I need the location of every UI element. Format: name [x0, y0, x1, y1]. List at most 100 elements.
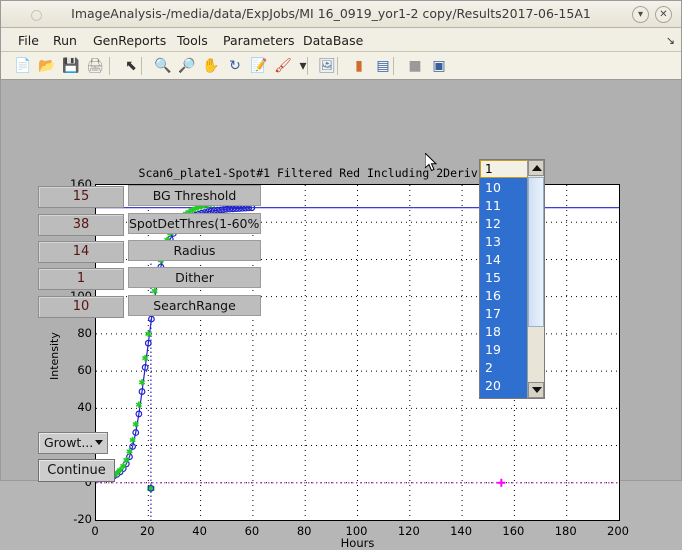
scroll-down-icon[interactable] — [528, 382, 544, 398]
menu-parameters[interactable]: Parameters — [223, 33, 295, 48]
listbox-item[interactable]: 16 — [485, 288, 501, 303]
radius-value[interactable]: 14 — [38, 241, 124, 263]
listbox-item[interactable]: 14 — [485, 252, 501, 267]
scan-selector-input[interactable]: 1 — [480, 160, 528, 178]
dither-value[interactable]: 1 — [38, 268, 124, 290]
save-icon[interactable]: 💾 — [62, 58, 80, 74]
data-point — [132, 429, 140, 436]
data-point — [132, 420, 139, 428]
window-title: ImageAnalysis-/media/data/ExpJobs/MI 16_… — [71, 6, 591, 21]
mouse-pointer — [425, 153, 438, 172]
listbox-item[interactable]: 17 — [485, 306, 501, 321]
data-point — [126, 448, 133, 455]
listbox-item[interactable]: 20 — [485, 378, 501, 393]
menu-tools[interactable]: Tools — [177, 33, 208, 48]
show-panel-icon[interactable]: ▣ — [432, 58, 446, 74]
data-point — [135, 401, 143, 408]
plot-client-area: Scan6_plate1-Spot#1 Filtered Red Includi… — [2, 80, 680, 550]
title-bar: ImageAnalysis-/media/data/ExpJobs/MI 16_… — [1, 1, 681, 28]
spotdetthres-value[interactable]: 38 — [38, 214, 124, 236]
chevron-down-icon — [95, 440, 103, 445]
listbox-scrollbar[interactable] — [527, 160, 544, 398]
y-tick-label: 80 — [77, 325, 92, 340]
data-point — [151, 287, 158, 295]
menu-bar: File Run GenReports Tools Parameters DataBase… — [1, 28, 681, 52]
chevron-down-icon[interactable]: ▾ — [632, 6, 649, 23]
bg-threshold-button[interactable]: BG Threshold — [128, 185, 261, 206]
rotate-3d-icon[interactable]: ↻ — [229, 58, 241, 74]
listbox-item[interactable]: 12 — [485, 216, 501, 231]
listbox-item[interactable]: 2 — [485, 360, 493, 375]
data-point — [129, 443, 137, 450]
tool-bar: 📄 📂 💾 🖨 ⬉ 🔍 🔎 ✋ ↻ 📝 🖌 ▾ 🖼 ▮ ▤ ■ ▣ — [1, 52, 681, 80]
brush-icon[interactable]: 🖌 — [274, 58, 292, 74]
listbox-item[interactable]: 18 — [485, 324, 501, 339]
toolbar-separator — [307, 57, 308, 75]
legend-icon[interactable]: ▤ — [376, 58, 390, 74]
searchrange-value[interactable]: 10 — [38, 296, 124, 318]
bg-threshold-value[interactable]: 15 — [38, 186, 124, 208]
listbox-item[interactable]: 21 — [480, 395, 528, 399]
data-cursor-icon[interactable]: 📝 — [250, 58, 268, 74]
data-point — [226, 205, 234, 213]
link-plot-icon[interactable]: 🖼 — [318, 58, 336, 74]
menu-file[interactable]: File — [18, 33, 39, 48]
data-point — [220, 206, 228, 213]
data-point — [120, 462, 127, 470]
data-point — [135, 410, 143, 418]
listbox-item[interactable]: 15 — [485, 270, 501, 285]
x-axis-label: Hours — [340, 536, 375, 550]
open-folder-icon[interactable]: 📂 — [38, 58, 56, 74]
scan-selector-listbox[interactable]: 1 10111213141516171819220212223 — [479, 159, 545, 399]
y-tick-label: 40 — [77, 400, 92, 415]
growth-dropdown[interactable]: Growt... — [38, 432, 108, 454]
scan-selector-items[interactable]: 10111213141516171819220212223 — [480, 179, 528, 399]
spotdetthres-button[interactable]: SpotDetThres(1-60%) — [128, 213, 261, 234]
y-axis-label: Intensity — [48, 332, 61, 380]
continue-button[interactable]: Continue — [38, 459, 115, 482]
toolbar-separator — [337, 57, 338, 75]
data-point — [145, 330, 152, 338]
data-point — [141, 363, 149, 371]
dither-button[interactable]: Dither — [128, 267, 261, 288]
data-point — [141, 354, 149, 362]
data-point — [129, 436, 136, 444]
radius-button[interactable]: Radius — [128, 240, 261, 261]
hide-panel-icon[interactable]: ■ — [408, 58, 422, 74]
magenta-cross-marker — [497, 478, 506, 487]
toolbar-separator — [141, 57, 142, 75]
listbox-item[interactable]: 10 — [485, 180, 501, 195]
menu-overflow-icon[interactable]: ↘ — [665, 34, 675, 47]
data-point — [217, 206, 224, 214]
listbox-item[interactable]: 11 — [485, 198, 501, 213]
growth-dropdown-label: Growt... — [44, 435, 94, 450]
data-point — [123, 456, 130, 464]
data-point — [138, 379, 146, 386]
brush-dropdown-icon[interactable]: ▾ — [299, 58, 307, 74]
zoom-out-icon[interactable]: 🔎 — [178, 58, 196, 74]
scrollbar-thumb[interactable] — [528, 177, 544, 327]
colorbar-icon[interactable]: ▮ — [355, 58, 363, 74]
menu-database[interactable]: DataBase — [303, 33, 364, 48]
scroll-up-icon[interactable] — [528, 160, 544, 176]
listbox-item[interactable]: 13 — [485, 234, 501, 249]
pan-hand-icon[interactable]: ✋ — [202, 58, 220, 74]
print-icon[interactable]: 🖨 — [86, 58, 104, 74]
toolbar-separator — [393, 57, 394, 75]
new-document-icon[interactable]: 📄 — [14, 58, 32, 74]
pointer-icon[interactable]: ⬉ — [125, 58, 137, 74]
searchrange-button[interactable]: SearchRange — [128, 295, 261, 316]
zoom-in-icon[interactable]: 🔍 — [154, 58, 172, 74]
y-tick-label: -20 — [73, 512, 92, 526]
data-point — [138, 388, 146, 395]
menu-run[interactable]: Run — [53, 33, 77, 48]
window-menu-dot[interactable] — [31, 10, 42, 21]
chart-title: Scan6_plate1-Spot#1 Filtered Red Includi… — [138, 166, 506, 180]
close-icon[interactable]: ✕ — [655, 6, 672, 23]
data-point — [148, 315, 155, 323]
data-point — [144, 339, 152, 347]
menu-genreports[interactable]: GenReports — [93, 33, 167, 48]
listbox-item[interactable]: 19 — [485, 342, 501, 357]
data-point — [229, 205, 237, 213]
